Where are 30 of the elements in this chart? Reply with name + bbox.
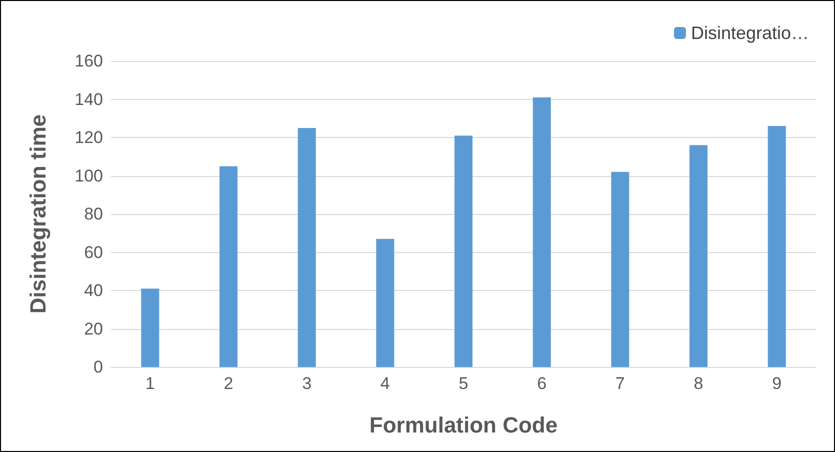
- bar: [376, 238, 394, 367]
- x-tick-label: 4: [380, 374, 390, 393]
- bar: [454, 136, 472, 367]
- x-tick-label: 8: [694, 374, 704, 393]
- x-tick-label: 1: [145, 374, 155, 393]
- bar: [532, 97, 551, 367]
- y-tick-label: 0: [94, 358, 103, 376]
- y-tick-label: 140: [74, 90, 103, 109]
- bar: [220, 166, 238, 367]
- y-tick-label: 60: [84, 242, 103, 262]
- y-tick-label: 20: [84, 319, 103, 338]
- x-tick-label: 3: [302, 374, 312, 393]
- bar: [141, 288, 160, 367]
- x-tick-label: 6: [537, 374, 547, 393]
- x-tick-label: 9: [772, 374, 782, 393]
- y-tick-label: 40: [84, 281, 103, 300]
- x-tick-label: 5: [458, 374, 468, 393]
- y-tick-label: 120: [74, 128, 103, 147]
- x-tick-label: 7: [615, 374, 625, 393]
- bar: [768, 126, 786, 367]
- y-axis-title: Disintegration time: [26, 114, 50, 314]
- bar: [298, 128, 316, 367]
- legend-label: Disintegratio…: [690, 23, 809, 43]
- x-axis-title: Formulation Code: [369, 412, 558, 438]
- bar: [611, 172, 630, 367]
- x-tick-label: 2: [224, 374, 234, 393]
- y-tick-label: 160: [74, 52, 103, 70]
- bar: [690, 145, 708, 367]
- y-tick-label: 100: [74, 166, 103, 186]
- y-tick-label: 80: [84, 204, 103, 224]
